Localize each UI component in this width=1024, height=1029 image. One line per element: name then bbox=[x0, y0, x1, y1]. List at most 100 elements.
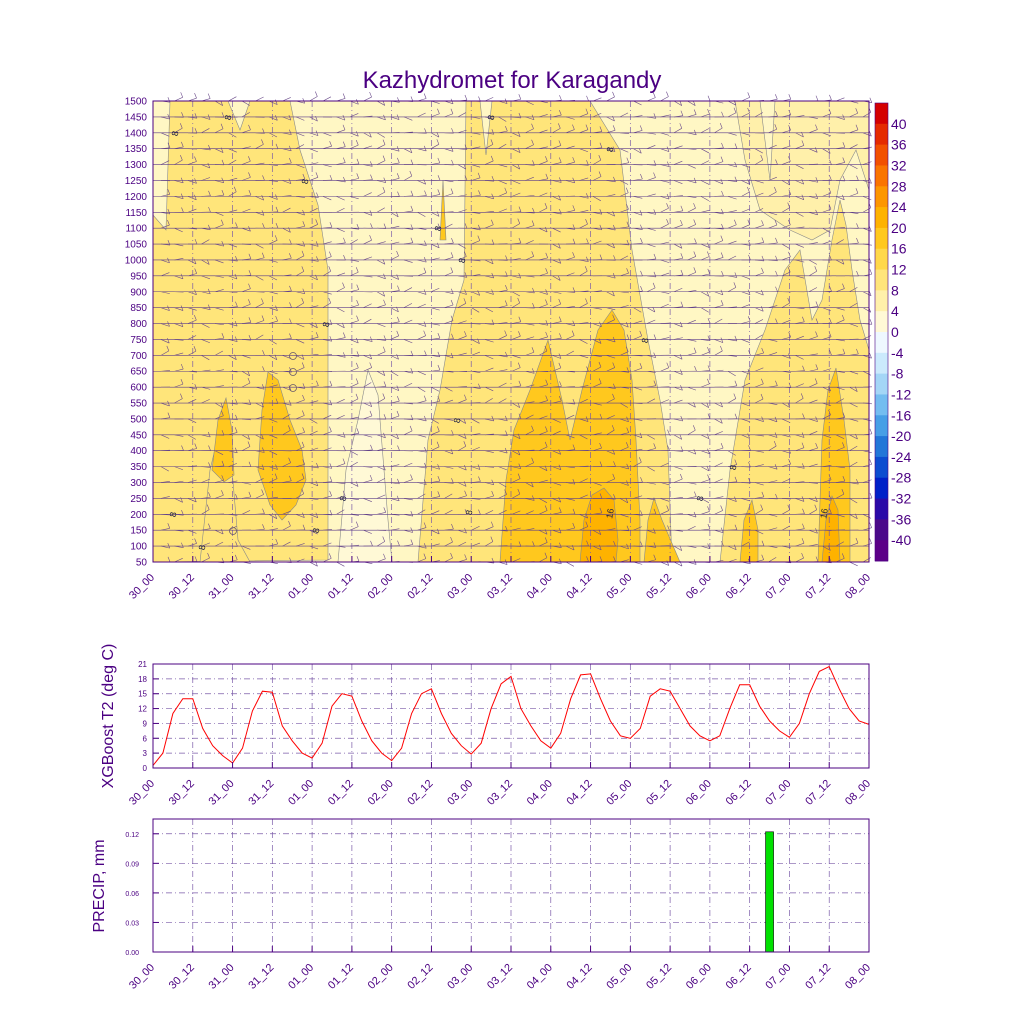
wind-barb-flag bbox=[343, 93, 345, 98]
t2-y-tick-label: 18 bbox=[138, 675, 147, 684]
wind-barb-flag bbox=[829, 95, 831, 100]
heatmap-x-tick-label: 01_00 bbox=[286, 572, 316, 602]
colorbar-label: 8 bbox=[891, 282, 899, 298]
precip-x-tick-label: 07_00 bbox=[763, 962, 793, 992]
t2-x-tick-label: 01_00 bbox=[286, 778, 316, 808]
precip-y-tick-label: 0.12 bbox=[125, 832, 139, 839]
wind-barb bbox=[323, 97, 331, 101]
heatmap-y-tick-label: 100 bbox=[130, 542, 147, 553]
t2-x-tick-label: 31_12 bbox=[246, 778, 276, 808]
wind-barb bbox=[485, 97, 493, 101]
colorbar-label: 24 bbox=[891, 199, 907, 215]
wind-barb-flag bbox=[870, 523, 872, 528]
precip-bars bbox=[766, 832, 774, 952]
heatmap-y-tick-label: 800 bbox=[130, 319, 147, 330]
heatmap-x-tick-label: 06_12 bbox=[724, 572, 754, 602]
heatmap-x-tick-label: 31_12 bbox=[246, 572, 276, 602]
colorbar-label: -8 bbox=[891, 366, 904, 382]
wind-barb-flag bbox=[181, 92, 183, 97]
precip-y-tick-label: 0.06 bbox=[125, 891, 139, 898]
colorbar-bin bbox=[875, 457, 888, 478]
heatmap-y-tick-label: 400 bbox=[130, 446, 147, 457]
colorbar-bin bbox=[875, 290, 888, 311]
heatmap-x-tick-label: 02_00 bbox=[366, 572, 396, 602]
heatmap-x-tick-label: 07_12 bbox=[803, 572, 833, 602]
wind-barb bbox=[647, 98, 655, 101]
heatmap-y-tick-label: 350 bbox=[130, 462, 147, 473]
wind-barb bbox=[607, 97, 615, 101]
colorbar: 4036322824201612840-4-8-12-16-20-24-28-3… bbox=[875, 103, 911, 561]
heatmap-y-tick-label: 1350 bbox=[125, 144, 148, 155]
t2-x-tick-label: 01_12 bbox=[326, 778, 356, 808]
heatmap-y-tick-label: 1450 bbox=[125, 112, 148, 123]
colorbar-bin bbox=[875, 436, 888, 457]
wind-barb-flag bbox=[748, 92, 750, 97]
wind-barb-flag bbox=[465, 95, 467, 100]
t2-x-tick-label: 05_12 bbox=[644, 778, 674, 808]
heatmap-y-tick-label: 150 bbox=[130, 526, 147, 537]
t2-x-tick-label: 06_00 bbox=[684, 778, 714, 808]
wind-barb-flag bbox=[424, 94, 426, 99]
wind-barb-flag bbox=[666, 92, 668, 97]
colorbar-bin bbox=[875, 415, 888, 436]
heatmap-y-tick-label: 50 bbox=[136, 558, 148, 569]
wind-barb bbox=[175, 97, 183, 101]
precip-x-tick-label: 31_12 bbox=[246, 962, 276, 992]
heatmap-x-tick-label: 07_00 bbox=[763, 572, 793, 602]
t2-x-tick-label: 30_12 bbox=[167, 778, 197, 808]
colorbar-bin bbox=[875, 228, 888, 249]
heatmap-x-tick-label: 03_12 bbox=[485, 572, 515, 602]
colorbar-bin bbox=[875, 374, 888, 395]
heatmap-y-tick-label: 600 bbox=[130, 383, 147, 394]
chart-title: Kazhydromet for Karagandy bbox=[363, 67, 662, 94]
heatmap-y-tick-label: 1400 bbox=[125, 128, 148, 139]
wind-barb-flag bbox=[708, 96, 710, 101]
heatmap-y-tick-label: 850 bbox=[130, 303, 147, 314]
colorbar-label: -40 bbox=[891, 532, 911, 548]
heatmap-y-tick-label: 1100 bbox=[125, 224, 147, 235]
heatmap-x-tick-label: 31_00 bbox=[207, 572, 237, 602]
precip-y-axis-label: PRECIP, mm bbox=[91, 839, 108, 932]
colorbar-bin bbox=[875, 394, 888, 415]
contour-label: 16 bbox=[604, 508, 616, 520]
wind-barb-flag bbox=[870, 429, 872, 434]
wind-barb bbox=[850, 562, 858, 566]
colorbar-label: 36 bbox=[891, 137, 907, 153]
precip-x-tick-label: 01_12 bbox=[326, 962, 356, 992]
heatmap-y-tick-label: 250 bbox=[130, 494, 147, 505]
t2-x-tick-label: 04_00 bbox=[525, 778, 555, 808]
precip-bar bbox=[766, 832, 774, 952]
heatmap-y-tick-label: 1300 bbox=[125, 160, 148, 171]
wind-barb bbox=[337, 562, 345, 566]
wind-barb bbox=[256, 97, 264, 101]
heatmap-x-tick-label: 30_00 bbox=[127, 572, 157, 602]
heatmap-y-tick-label: 1250 bbox=[125, 176, 148, 187]
wind-barb-flag bbox=[789, 94, 791, 99]
colorbar-label: 4 bbox=[891, 303, 899, 319]
t2-x-tick-label: 07_12 bbox=[803, 778, 833, 808]
precip-x-tick-label: 04_00 bbox=[525, 962, 555, 992]
precip-x-tick-label: 30_00 bbox=[127, 962, 157, 992]
t2-y-tick-label: 3 bbox=[143, 749, 148, 758]
colorbar-bin bbox=[875, 145, 888, 166]
wind-barb-flag bbox=[586, 96, 588, 101]
colorbar-label: -32 bbox=[891, 491, 911, 507]
heatmap-y-tick-label: 700 bbox=[130, 351, 147, 362]
wind-barb bbox=[566, 562, 574, 566]
t2-x-tick-label: 06_12 bbox=[724, 778, 754, 808]
t2-x-tick-label: 05_00 bbox=[604, 778, 634, 808]
precip-x-tick-label: 05_00 bbox=[604, 962, 634, 992]
precip-x-tick-label: 07_12 bbox=[803, 962, 833, 992]
wind-barb bbox=[310, 97, 318, 101]
precip-grid bbox=[153, 819, 869, 952]
colorbar-bin bbox=[875, 165, 888, 186]
precip-x-tick-label: 06_00 bbox=[684, 962, 714, 992]
t2-x-tick-label: 07_00 bbox=[763, 778, 793, 808]
colorbar-bin bbox=[875, 249, 888, 270]
colorbar-label: -16 bbox=[891, 407, 911, 423]
precip-x-tick-label: 31_00 bbox=[207, 962, 237, 992]
colorbar-label: -20 bbox=[891, 428, 911, 444]
